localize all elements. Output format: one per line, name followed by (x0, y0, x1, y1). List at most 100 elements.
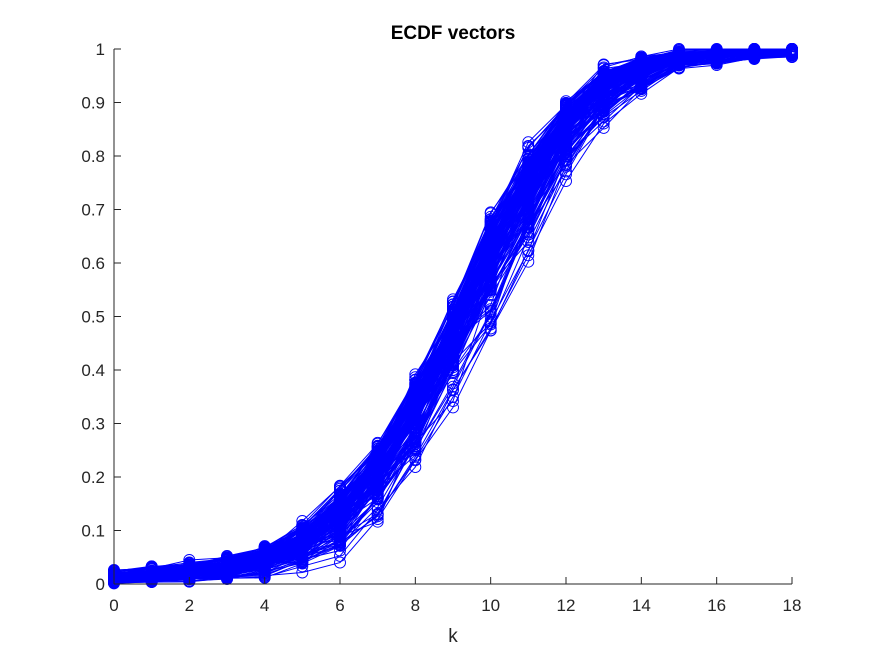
data-point (748, 46, 761, 59)
data-point (334, 500, 346, 513)
data-point (522, 141, 535, 154)
y-tick-label: 0 (96, 575, 105, 594)
data-point (409, 416, 422, 429)
data-point (258, 554, 271, 567)
y-tick-label: 0.4 (81, 361, 105, 380)
data-point (447, 401, 459, 414)
ecdf-series (108, 45, 798, 586)
data-point (296, 542, 309, 555)
data-point (484, 310, 497, 323)
x-tick-label: 12 (557, 596, 576, 615)
data-point (447, 328, 459, 341)
series-layer (108, 43, 798, 590)
y-tick-label: 0.6 (81, 254, 105, 273)
data-point (447, 380, 459, 393)
x-tick-label: 8 (411, 596, 420, 615)
series-line (113, 50, 793, 581)
data-point (447, 335, 459, 348)
data-point (710, 55, 723, 68)
x-tick-label: 4 (260, 596, 269, 615)
series-line (113, 50, 793, 580)
data-point (560, 168, 572, 181)
data-point (597, 121, 610, 134)
data-point (560, 165, 572, 178)
y-tick-label: 0.1 (81, 522, 105, 541)
data-point (447, 352, 459, 365)
data-point (334, 525, 346, 538)
data-point (484, 303, 497, 316)
y-tick-label: 0.7 (81, 201, 105, 220)
data-point (145, 571, 158, 584)
data-point (409, 381, 422, 394)
data-point (409, 425, 422, 437)
data-point (522, 236, 535, 248)
data-point (635, 79, 648, 92)
x-tick-label: 0 (109, 596, 118, 615)
x-axis-label: k (448, 626, 458, 647)
data-point (296, 549, 309, 562)
data-point (560, 139, 572, 152)
data-point (409, 377, 422, 390)
data-point (409, 449, 422, 462)
data-point (371, 456, 384, 469)
data-point (484, 324, 497, 337)
data-point (673, 52, 685, 65)
data-point (522, 244, 535, 257)
x-tick-label: 14 (632, 596, 651, 615)
data-point (484, 242, 497, 255)
y-tick-label: 0.2 (81, 468, 105, 487)
x-tick-label: 16 (707, 596, 726, 615)
data-point (786, 45, 798, 58)
data-point (296, 535, 309, 548)
data-point (597, 115, 610, 128)
data-point (409, 400, 422, 413)
data-point (597, 71, 610, 84)
ecdf-series (108, 44, 798, 586)
data-point (183, 565, 196, 578)
x-tick-label: 2 (185, 596, 194, 615)
data-point (560, 125, 572, 138)
data-point (334, 538, 346, 551)
data-point (221, 560, 233, 573)
data-point (447, 383, 459, 396)
data-point (371, 452, 384, 465)
data-point (145, 568, 158, 581)
data-point (371, 515, 384, 528)
data-point (484, 235, 497, 247)
data-point (371, 445, 384, 458)
data-point (635, 61, 648, 73)
data-point (597, 62, 610, 75)
y-tick-label: 0.9 (81, 94, 105, 113)
y-tick-label: 0.8 (81, 147, 105, 166)
data-point (145, 564, 158, 577)
data-point (560, 175, 572, 188)
data-point (597, 95, 610, 108)
data-point (484, 281, 497, 294)
data-point (371, 483, 384, 496)
data-point (786, 49, 798, 62)
ticks-layer: 0 2 4 6 8 10 12 14 16 18 0 0.1 0.2 0.3 0.4 0.5 0.6 0.7 0.8… (81, 40, 801, 615)
data-point (522, 183, 535, 196)
data-point (409, 441, 422, 454)
data-point (409, 461, 422, 474)
data-point (560, 110, 572, 123)
data-point (635, 63, 648, 76)
data-point (409, 403, 422, 415)
data-point (409, 409, 422, 422)
data-point (484, 210, 497, 223)
x-tick-label: 10 (481, 596, 500, 615)
y-tick-label: 1 (96, 40, 105, 59)
data-point (710, 51, 723, 64)
data-point (635, 70, 648, 83)
x-tick-label: 6 (335, 596, 344, 615)
data-point (221, 558, 233, 571)
y-tick-label: 0.3 (81, 415, 105, 434)
x-tick-label: 18 (783, 596, 802, 615)
data-point (334, 484, 346, 497)
data-point (710, 48, 723, 61)
data-point (371, 492, 384, 505)
data-point (560, 106, 572, 119)
series-line (113, 51, 792, 581)
data-point (334, 481, 346, 494)
